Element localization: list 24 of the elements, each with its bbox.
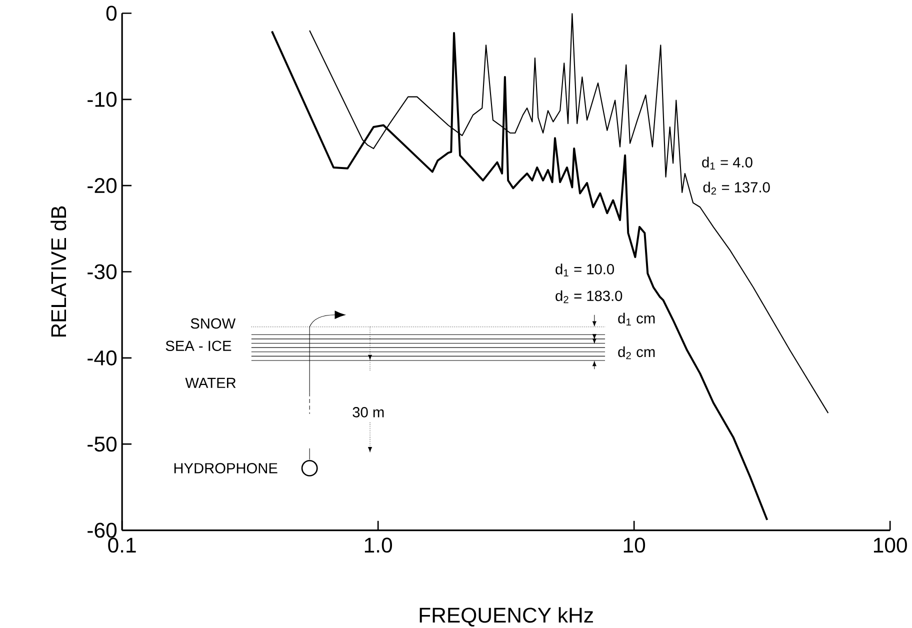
annotation: SNOW <box>190 318 236 329</box>
y-tick-label: -30 <box>88 264 117 280</box>
y-tick-label: -20 <box>88 178 117 194</box>
annotation: d$_{1}$ cm <box>618 312 655 326</box>
x-tick-label: 0.1 <box>108 538 136 553</box>
y-tick-label: -40 <box>88 350 117 366</box>
x-tick-label: 1.0 <box>364 538 392 553</box>
annotation: d$_{1}$ = 10.0 <box>556 264 614 276</box>
y-axis-title: RELATIVE dB <box>50 206 66 336</box>
x-axis-title: FREQUENCY kHz <box>420 607 593 626</box>
annotation: d$_{2}$ = 183.0 <box>556 290 622 304</box>
annotation: WATER <box>185 378 236 388</box>
annotation: d$_{2}$ cm <box>618 346 655 360</box>
annotation: 30 m <box>352 406 384 418</box>
annotation: d$_{1}$ = 4.0 <box>702 156 752 170</box>
y-tick-label: -50 <box>88 436 117 452</box>
y-tick-label: -10 <box>88 92 117 107</box>
annotation: d$_{2}$ = 137.0 <box>703 182 770 194</box>
annotation: SEA - ICE <box>166 340 232 351</box>
y-tick-label: 0 <box>106 6 117 21</box>
annotation: HYDROPHONE <box>174 462 278 474</box>
x-tick-label: 10 <box>624 538 646 553</box>
y-tick-label: -60 <box>88 522 117 538</box>
x-tick-label: 100 <box>874 538 907 553</box>
